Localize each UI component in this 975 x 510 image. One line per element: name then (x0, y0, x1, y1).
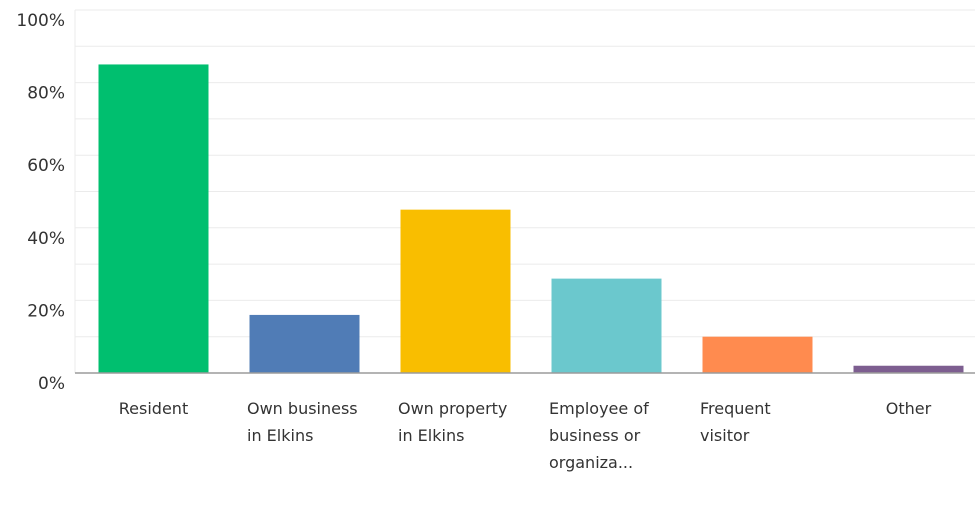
x-tick-label-box: Other (849, 395, 969, 422)
bar (853, 365, 964, 373)
x-tick-label-box: Resident (94, 395, 214, 422)
y-tick-label: 0% (38, 374, 65, 394)
y-tick-label: 80% (27, 84, 65, 104)
y-tick-label: 100% (16, 11, 65, 31)
bar (702, 336, 813, 373)
x-tick-label: Frequent visitor (700, 399, 771, 445)
bar (249, 314, 360, 373)
y-tick-label: 20% (27, 301, 65, 321)
x-tick-label-box: Own business in Elkins (245, 395, 365, 449)
bar (551, 278, 662, 373)
x-tick-label-box: Own property in Elkins (396, 395, 516, 449)
y-tick-label: 60% (27, 156, 65, 176)
bar (98, 64, 209, 373)
x-tick-label: Own business in Elkins (247, 399, 358, 445)
x-tick-label-box: Frequent visitor (698, 395, 818, 449)
x-tick-label: Other (885, 399, 932, 418)
x-tick-label-box: Employee of business or organiza... (547, 395, 667, 476)
y-tick-label: 40% (27, 229, 65, 249)
x-tick-label: Own property in Elkins (398, 399, 508, 445)
x-tick-label: Resident (118, 399, 189, 418)
bar (400, 209, 511, 373)
x-tick-label: Employee of business or organiza... (549, 399, 649, 472)
